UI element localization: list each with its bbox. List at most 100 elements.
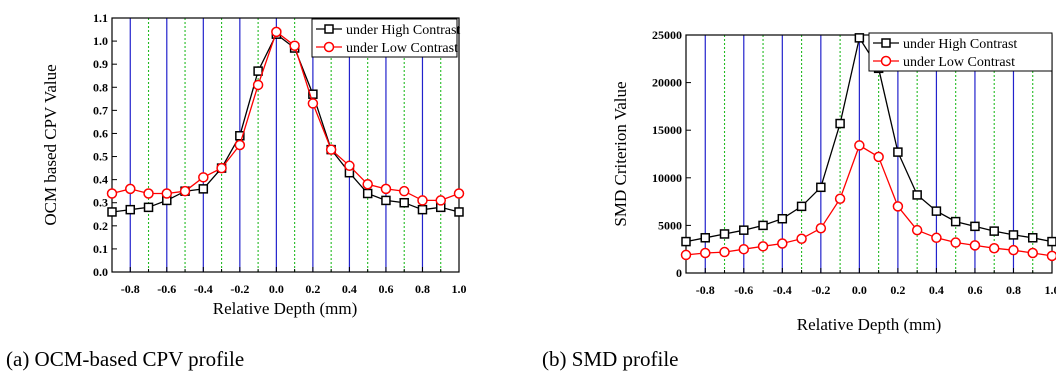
- data-point-high: [125, 204, 136, 215]
- data-point-low: [143, 188, 154, 199]
- y-tick-label: 0.0: [93, 265, 108, 279]
- y-tick-label: 1.0: [93, 34, 108, 48]
- data-point-high: [854, 33, 865, 43]
- y-tick-label: 25000: [652, 28, 682, 42]
- plot-frame: [111, 17, 460, 273]
- data-point-high: [1027, 233, 1038, 243]
- data-point-high: [989, 226, 999, 236]
- data-point-high: [198, 184, 209, 194]
- x-tick-label: 0.6: [378, 282, 393, 296]
- series-line-low: [685, 144, 1053, 257]
- x-tick-label: -0.6: [157, 282, 176, 296]
- data-point-high: [1008, 230, 1019, 240]
- data-point-high: [835, 118, 845, 129]
- y-axis-label: OCM based CPV Value: [41, 64, 60, 225]
- data-point-low: [1027, 247, 1038, 259]
- data-point-low: [398, 185, 410, 197]
- data-point-low: [1008, 244, 1019, 256]
- x-tick-label: -0.4: [773, 283, 792, 297]
- y-tick-label: 0.6: [93, 126, 108, 140]
- legend-marker-circle: [323, 41, 335, 53]
- data-point-high: [950, 216, 961, 227]
- y-tick-label: 20000: [652, 76, 682, 90]
- data-point-low: [289, 40, 300, 51]
- data-point-low: [796, 233, 807, 244]
- data-point-high: [381, 195, 391, 206]
- x-tick-label: -0.2: [230, 282, 249, 296]
- data-point-low: [417, 195, 428, 206]
- data-point-low: [271, 26, 282, 38]
- legend-label: under High Contrast: [346, 23, 460, 38]
- y-tick-label: 1.1: [93, 11, 108, 25]
- legend-marker-square: [324, 24, 334, 34]
- y-tick-label: 0.1: [93, 242, 108, 256]
- figure-caption: (a) OCM-based CPV profile: [6, 347, 244, 371]
- data-point-low: [234, 139, 246, 151]
- data-point-low: [344, 160, 355, 172]
- data-point-low: [252, 79, 264, 91]
- data-point-high: [970, 221, 980, 232]
- data-point-high: [417, 204, 428, 215]
- legend-marker-square: [881, 38, 891, 48]
- data-point-low: [738, 243, 750, 255]
- data-point-low: [834, 193, 846, 204]
- data-point-low: [125, 183, 136, 195]
- y-tick-label: 10000: [652, 171, 682, 185]
- y-tick-label: 15000: [652, 123, 682, 137]
- data-point-low: [307, 98, 319, 109]
- y-tick-label: 0.4: [93, 173, 108, 187]
- data-point-low: [380, 183, 392, 195]
- data-point-high: [700, 233, 711, 243]
- x-tick-label: 0.8: [415, 282, 430, 296]
- data-point-high: [107, 207, 117, 217]
- data-point-high: [362, 188, 373, 199]
- y-tick-label: 0.2: [93, 219, 108, 233]
- x-tick-label: 0.2: [305, 282, 320, 296]
- data-point-high: [719, 229, 730, 239]
- data-point-high: [739, 225, 749, 235]
- x-tick-label: 0.4: [342, 282, 357, 296]
- legend-marker-circle: [880, 55, 892, 67]
- data-point-low: [325, 144, 337, 155]
- data-point-low: [873, 151, 884, 163]
- data-point-low: [950, 237, 961, 248]
- x-tick-label: -0.4: [194, 282, 213, 296]
- data-point-low: [969, 240, 981, 251]
- data-point-low: [700, 247, 711, 259]
- x-tick-label: -0.8: [696, 283, 715, 297]
- data-point-high: [816, 182, 826, 193]
- y-tick-label: 0.5: [93, 150, 108, 164]
- data-point-high: [796, 201, 807, 212]
- data-point-high: [931, 206, 942, 216]
- y-tick-label: 0.3: [93, 196, 108, 210]
- data-point-high: [758, 220, 768, 231]
- data-point-low: [777, 238, 788, 249]
- x-tick-label: -0.6: [734, 283, 753, 297]
- y-tick-label: 0.9: [93, 57, 108, 71]
- data-point-low: [854, 140, 865, 151]
- data-point-high: [399, 197, 409, 208]
- y-tick-label: 0.8: [93, 80, 108, 94]
- data-point-high: [143, 202, 154, 213]
- data-point-low: [362, 179, 373, 190]
- data-point-low: [931, 232, 942, 244]
- series-line-high: [111, 33, 460, 213]
- data-point-low: [198, 172, 209, 183]
- legend-box: [311, 18, 458, 58]
- data-point-high: [1047, 236, 1056, 247]
- x-tick-label: 0.4: [929, 283, 944, 297]
- data-point-high: [777, 213, 788, 224]
- data-point-low: [892, 201, 904, 212]
- figure-caption: (b) SMD profile: [542, 347, 678, 371]
- x-tick-label: 0.0: [269, 282, 284, 296]
- data-point-low: [757, 241, 769, 252]
- legend-label: under High Contrast: [903, 37, 1017, 52]
- legend: under High Contrast under Low Contrast: [311, 18, 460, 58]
- data-point-low: [815, 223, 827, 234]
- x-tick-label: 1.0: [1045, 283, 1056, 297]
- x-tick-label: 1.0: [452, 282, 467, 296]
- data-point-low: [988, 242, 1000, 254]
- data-point-low: [911, 224, 923, 236]
- x-tick-label: -0.8: [121, 282, 140, 296]
